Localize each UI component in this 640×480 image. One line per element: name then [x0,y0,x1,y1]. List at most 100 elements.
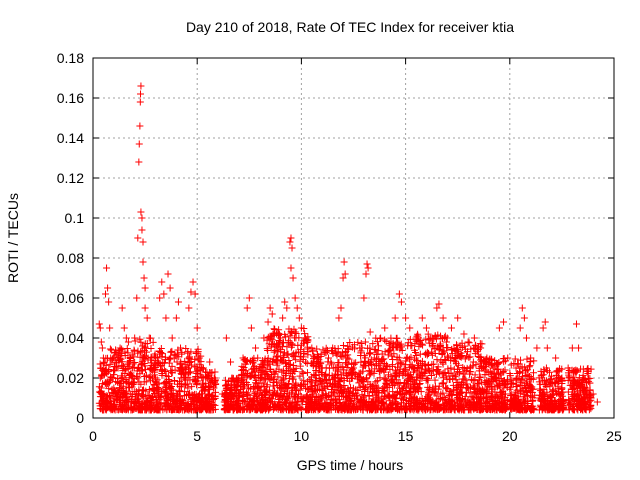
data-point [290,392,298,400]
y-tick-label: 0 [76,410,84,426]
data-point [471,371,479,379]
data-point [124,349,132,357]
data-point [299,339,307,347]
data-point [487,355,495,363]
data-point [344,385,352,393]
data-point [405,372,413,380]
data-point [188,383,196,391]
data-point [344,346,352,354]
data-point [396,384,404,392]
data-point [431,376,439,384]
data-point [298,368,306,376]
data-point [289,274,297,282]
data-point [353,392,361,400]
data-point [291,334,299,342]
data-point [137,208,145,216]
data-point [565,398,573,406]
data-point [396,390,404,398]
data-point [455,405,463,413]
data-point [140,344,148,352]
data-point [510,360,518,368]
data-point [335,314,343,322]
data-point [554,406,562,414]
data-point [500,318,508,326]
data-point [331,395,339,403]
data-point [390,391,398,399]
data-point [465,339,473,347]
data-point [239,397,247,405]
data-point [256,364,264,372]
data-point [310,404,318,412]
data-point [558,404,566,412]
data-point [170,395,178,403]
data-point [199,387,207,395]
data-point [374,347,382,355]
data-point [364,264,372,272]
data-point [156,294,164,302]
data-point [324,358,332,366]
data-point [284,394,292,402]
data-point [177,360,185,368]
data-point [541,318,549,326]
data-point [192,397,200,405]
data-point [350,359,358,367]
data-point [285,361,293,369]
data-point [275,344,283,352]
data-point [123,397,131,405]
data-point [176,387,184,395]
data-point [475,367,483,375]
data-point [209,377,217,385]
data-point [137,348,145,356]
data-point [170,354,178,362]
data-point [286,332,294,340]
data-point [351,345,359,353]
data-point [252,379,260,387]
data-point [463,364,471,372]
data-point [473,380,481,388]
data-point [439,380,447,388]
data-point [264,333,272,341]
data-point [108,374,116,382]
data-point [453,368,461,376]
data-point [433,356,441,364]
data-point [472,361,480,369]
data-point [344,360,352,368]
data-point [429,341,437,349]
data-point [377,334,385,342]
data-point [427,372,435,380]
data-point [516,382,524,390]
chart-title: Day 210 of 2018, Rate Of TEC Index for r… [186,19,514,35]
data-point [570,391,578,399]
data-point [153,361,161,369]
data-point [178,383,186,391]
data-point [489,364,497,372]
data-point [288,328,296,336]
data-point [172,314,180,322]
data-point [512,376,520,384]
data-point [361,384,369,392]
data-point [391,395,399,403]
data-point [157,348,165,356]
data-point [276,338,284,346]
data-point [375,389,383,397]
data-point [122,334,130,342]
data-point [187,400,195,408]
axis-ticks: 0 0.02 0.04 0.06 0.08 0.1 0.12 0.14 0.16 0.18 0 5 10… [57,50,622,444]
data-point [493,404,501,412]
data-point [111,349,119,357]
y-axis-label: ROTI / TECUs [5,193,21,283]
data-point [294,341,302,349]
data-point [461,393,469,401]
data-point [488,375,496,383]
data-point [418,368,426,376]
data-point [145,334,153,342]
data-point [571,406,579,414]
data-point [117,372,125,380]
data-point [290,353,298,361]
data-point [402,314,410,322]
data-point [288,375,296,383]
data-point [418,314,426,322]
data-point [141,284,149,292]
data-point [549,387,557,395]
data-point [404,339,412,347]
